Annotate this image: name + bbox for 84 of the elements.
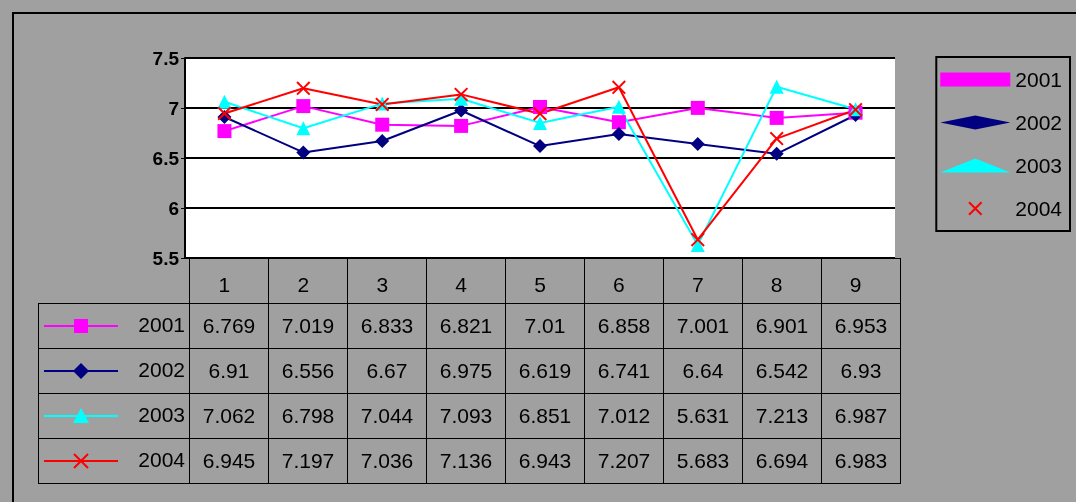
data-label: 7.044 [347,393,427,439]
x-tick-label: 5 [534,273,546,296]
data-label: 7.062 [189,393,269,439]
data-label: 6.858 [584,303,664,349]
point [296,99,311,114]
data-label: 6.953 [821,303,901,349]
x-tick-label: 1 [218,273,231,296]
text: 2002 [138,357,185,381]
data-label: 6.945 [189,438,269,484]
legend-label: 2001 [1015,68,1062,91]
data-label: 6.67 [347,348,427,394]
point [769,110,784,125]
data-label: 7.093 [426,393,506,439]
legend-label: 2002 [1015,111,1062,134]
data-label: 6.821 [426,303,506,349]
point [533,115,547,130]
data-label: 7.213 [742,393,822,439]
data-label: 6.798 [268,393,348,439]
data-label: 7.012 [584,393,664,439]
point [769,146,784,161]
data-label: 6.91 [189,348,269,394]
point [533,139,547,154]
data-label: 5.683 [663,438,743,484]
data-label: 6.851 [505,393,585,439]
data-label: 7.197 [268,438,348,484]
legend-label: 2003 [1015,154,1062,177]
data-label: 7.136 [426,438,506,484]
x-tick-label: 4 [455,273,468,296]
x-tick-label: 3 [376,273,389,296]
point [454,103,469,118]
y-tick-label: 6.5 [152,147,180,169]
point [611,126,626,141]
data-label: 7.001 [663,303,743,349]
data-label: 6.741 [584,348,664,394]
text: 2003 [138,402,185,426]
point [690,100,705,115]
point [217,106,232,121]
point [296,145,311,160]
point [690,232,705,247]
data-label: 6.983 [821,438,901,484]
point [454,87,469,102]
point [217,124,232,139]
y-tick-label: 6 [168,197,179,219]
data-label: 7.019 [268,303,348,349]
y-tick-label: 7.5 [152,47,180,69]
data-label: 6.943 [505,438,585,484]
y-tick-label: 5.5 [152,247,180,269]
data-label: 6.64 [663,348,743,394]
data-label: 6.556 [268,348,348,394]
x-tick-label: 2 [297,273,310,296]
data-label: 6.833 [347,303,427,349]
data-label: 6.975 [426,348,506,394]
point [296,121,311,136]
point [690,137,705,151]
x-tick-label: 9 [849,273,862,296]
point [296,81,311,96]
data-label: 6.769 [189,303,269,349]
point [611,80,626,95]
point [769,79,784,94]
data-label: 6.93 [821,348,901,394]
x-tick-label: 6 [613,273,625,296]
point [375,134,390,148]
data-label: 6.901 [742,303,822,349]
x-tick-label: 7 [691,273,704,296]
data-label: 5.631 [663,393,743,439]
data-label: 7.036 [347,438,427,484]
data-label: 6.619 [505,348,585,394]
point [217,94,232,109]
text: 2001 [138,312,185,336]
y-tick-label: 7 [168,97,179,119]
point [611,115,626,130]
text: 2004 [138,447,185,471]
point [611,99,626,114]
data-label: 6.694 [742,438,822,484]
x-tick-label: 8 [770,273,783,296]
data-label: 7.207 [584,438,664,484]
data-label: 6.987 [821,393,901,439]
point [375,117,390,132]
data-label: 6.542 [742,348,822,394]
data-label: 7.01 [505,303,585,349]
point [533,106,547,121]
legend-label: 2004 [1015,197,1063,220]
point [769,131,784,146]
point [454,118,469,133]
